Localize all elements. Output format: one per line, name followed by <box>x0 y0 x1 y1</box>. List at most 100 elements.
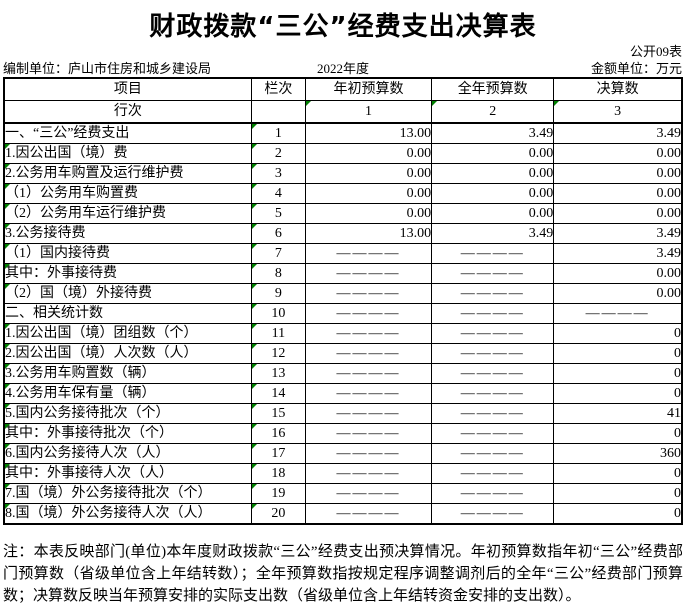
line-number-cell: 13 <box>250 363 306 384</box>
item-cell: 4.公务用车保有量（辆） <box>3 383 252 404</box>
line-number-cell: 2 <box>250 143 306 164</box>
item-cell: 其中：外事接待费 <box>3 263 252 284</box>
item-cell: 其中：外事接待批次（个） <box>3 423 252 444</box>
value-cell-begin-budget: ———— <box>304 403 433 424</box>
value-cell-annual-budget: 0.00 <box>431 143 555 164</box>
value-cell-begin-budget: 13.00 <box>304 223 433 244</box>
value-cell-begin-budget: ———— <box>304 243 433 264</box>
column-number-3: 3 <box>553 100 683 124</box>
item-cell: 7.国（境）外公务接待批次（个） <box>3 483 252 504</box>
line-number-cell: 9 <box>250 283 306 304</box>
table-row: 2.公务用车购置及运行维护费 3 0.00 0.00 0.00 <box>3 163 683 184</box>
table-row: （2）国（境）外接待费 9 ———— ———— 0.00 <box>3 283 683 304</box>
item-cell: 2.公务用车购置及运行维护费 <box>3 163 252 184</box>
value-cell-begin-budget: 13.00 <box>304 122 433 144</box>
value-cell-begin-budget: ———— <box>304 443 433 464</box>
value-cell-annual-budget: ———— <box>431 363 555 384</box>
table-row: 7.国（境）外公务接待批次（个） 19 ———— ———— 0 <box>3 483 683 504</box>
col-header-annual-budget: 全年预算数 <box>431 77 555 101</box>
value-cell-final-account: 0.00 <box>553 283 683 304</box>
item-cell: 3.公务接待费 <box>3 223 252 244</box>
item-cell: （2）国（境）外接待费 <box>3 283 252 304</box>
line-number-cell: 11 <box>250 323 306 344</box>
footnote: 注：本表反映部门(单位)本年度财政拨款“三公”经费支出预决算情况。年初预算数指年… <box>3 544 683 604</box>
item-cell: 5.国内公务接待批次（个） <box>3 403 252 424</box>
value-cell-begin-budget: ———— <box>304 263 433 284</box>
value-cell-final-account: 0.00 <box>553 163 683 184</box>
line-number-cell: 12 <box>250 343 306 364</box>
value-cell-begin-budget: 0.00 <box>304 183 433 204</box>
value-cell-annual-budget: ———— <box>431 243 555 264</box>
table-row: 其中：外事接待批次（个） 16 ———— ———— 0 <box>3 423 683 444</box>
value-cell-begin-budget: ———— <box>304 343 433 364</box>
subheader-row: 行次 1 2 3 <box>3 100 683 124</box>
table-row: 1.因公出国（境）费 2 0.00 0.00 0.00 <box>3 143 683 164</box>
value-cell-annual-budget: ———— <box>431 483 555 504</box>
value-cell-final-account: 3.49 <box>553 223 683 244</box>
table-row: 5.国内公务接待批次（个） 15 ———— ———— 41 <box>3 403 683 424</box>
value-cell-final-account: 0 <box>553 503 683 525</box>
value-cell-final-account: 0 <box>553 423 683 444</box>
value-cell-final-account: 3.49 <box>553 243 683 264</box>
line-number-cell: 16 <box>250 423 306 444</box>
value-cell-begin-budget: 0.00 <box>304 143 433 164</box>
value-cell-annual-budget: ———— <box>431 283 555 304</box>
value-cell-annual-budget: 3.49 <box>431 223 555 244</box>
value-cell-final-account: 3.49 <box>553 122 683 144</box>
line-number-cell: 19 <box>250 483 306 504</box>
value-cell-annual-budget: ———— <box>431 463 555 484</box>
value-cell-annual-budget: ———— <box>431 383 555 404</box>
line-number-cell: 8 <box>250 263 306 284</box>
item-cell: 3.公务用车购置数（辆） <box>3 363 252 384</box>
col-header-item: 项目 <box>3 77 252 101</box>
value-cell-final-account: ———— <box>553 303 683 324</box>
item-cell: 一、“三公”经费支出 <box>3 122 252 144</box>
line-number-cell: 10 <box>250 303 306 324</box>
report-page: 财政拨款“三公”经费支出决算表 公开09表 编制单位：庐山市住房和城乡建设局 2… <box>0 6 686 610</box>
value-cell-final-account: 0 <box>553 483 683 504</box>
value-cell-begin-budget: ———— <box>304 463 433 484</box>
value-cell-annual-budget: 3.49 <box>431 122 555 144</box>
line-number-cell: 3 <box>250 163 306 184</box>
col-header-final-account: 决算数 <box>553 77 683 101</box>
value-cell-final-account: 0.00 <box>553 263 683 284</box>
value-cell-final-account: 0 <box>553 463 683 484</box>
line-number-cell: 17 <box>250 443 306 464</box>
value-cell-begin-budget: ———— <box>304 283 433 304</box>
value-cell-annual-budget: ———— <box>431 503 555 525</box>
value-cell-begin-budget: ———— <box>304 323 433 344</box>
line-number-cell: 14 <box>250 383 306 404</box>
table-row: （1）国内接待费 7 ———— ———— 3.49 <box>3 243 683 264</box>
value-cell-final-account: 0.00 <box>553 183 683 204</box>
value-cell-annual-budget: ———— <box>431 303 555 324</box>
line-number-cell: 1 <box>250 122 306 144</box>
value-cell-begin-budget: ———— <box>304 483 433 504</box>
table-row: 一、“三公”经费支出 1 13.00 3.49 3.49 <box>3 122 683 144</box>
value-cell-final-account: 0 <box>553 323 683 344</box>
value-cell-begin-budget: ———— <box>304 503 433 525</box>
table-row: （2）公务用车运行维护费 5 0.00 0.00 0.00 <box>3 203 683 224</box>
value-cell-begin-budget: ———— <box>304 303 433 324</box>
fiscal-year-label: 2022年度 <box>316 61 369 76</box>
value-cell-annual-budget: ———— <box>431 263 555 284</box>
table-row: 6.国内公务接待人次（人） 17 ———— ———— 360 <box>3 443 683 464</box>
item-cell: （1）国内接待费 <box>3 243 252 264</box>
table-row: 3.公务接待费 6 13.00 3.49 3.49 <box>3 223 683 244</box>
line-number-cell: 6 <box>250 223 306 244</box>
item-cell: （2）公务用车运行维护费 <box>3 203 252 224</box>
value-cell-annual-budget: ———— <box>431 423 555 444</box>
column-number-1: 1 <box>304 100 433 124</box>
line-number-cell: 18 <box>250 463 306 484</box>
value-cell-annual-budget: ———— <box>431 343 555 364</box>
item-cell: 其中：外事接待人次（人） <box>3 463 252 484</box>
form-code: 公开09表 <box>629 44 682 59</box>
value-cell-annual-budget: 0.00 <box>431 203 555 224</box>
line-number-cell: 4 <box>250 183 306 204</box>
row-header-label: 行次 <box>3 100 252 124</box>
value-cell-begin-budget: ———— <box>304 363 433 384</box>
col-header-begin-budget: 年初预算数 <box>304 77 433 101</box>
value-cell-final-account: 41 <box>553 403 683 424</box>
table-row: 2.因公出国（境）人次数（人） 12 ———— ———— 0 <box>3 343 683 364</box>
item-cell: 1.因公出国（境）费 <box>3 143 252 164</box>
subheader-empty-cell <box>250 100 306 124</box>
